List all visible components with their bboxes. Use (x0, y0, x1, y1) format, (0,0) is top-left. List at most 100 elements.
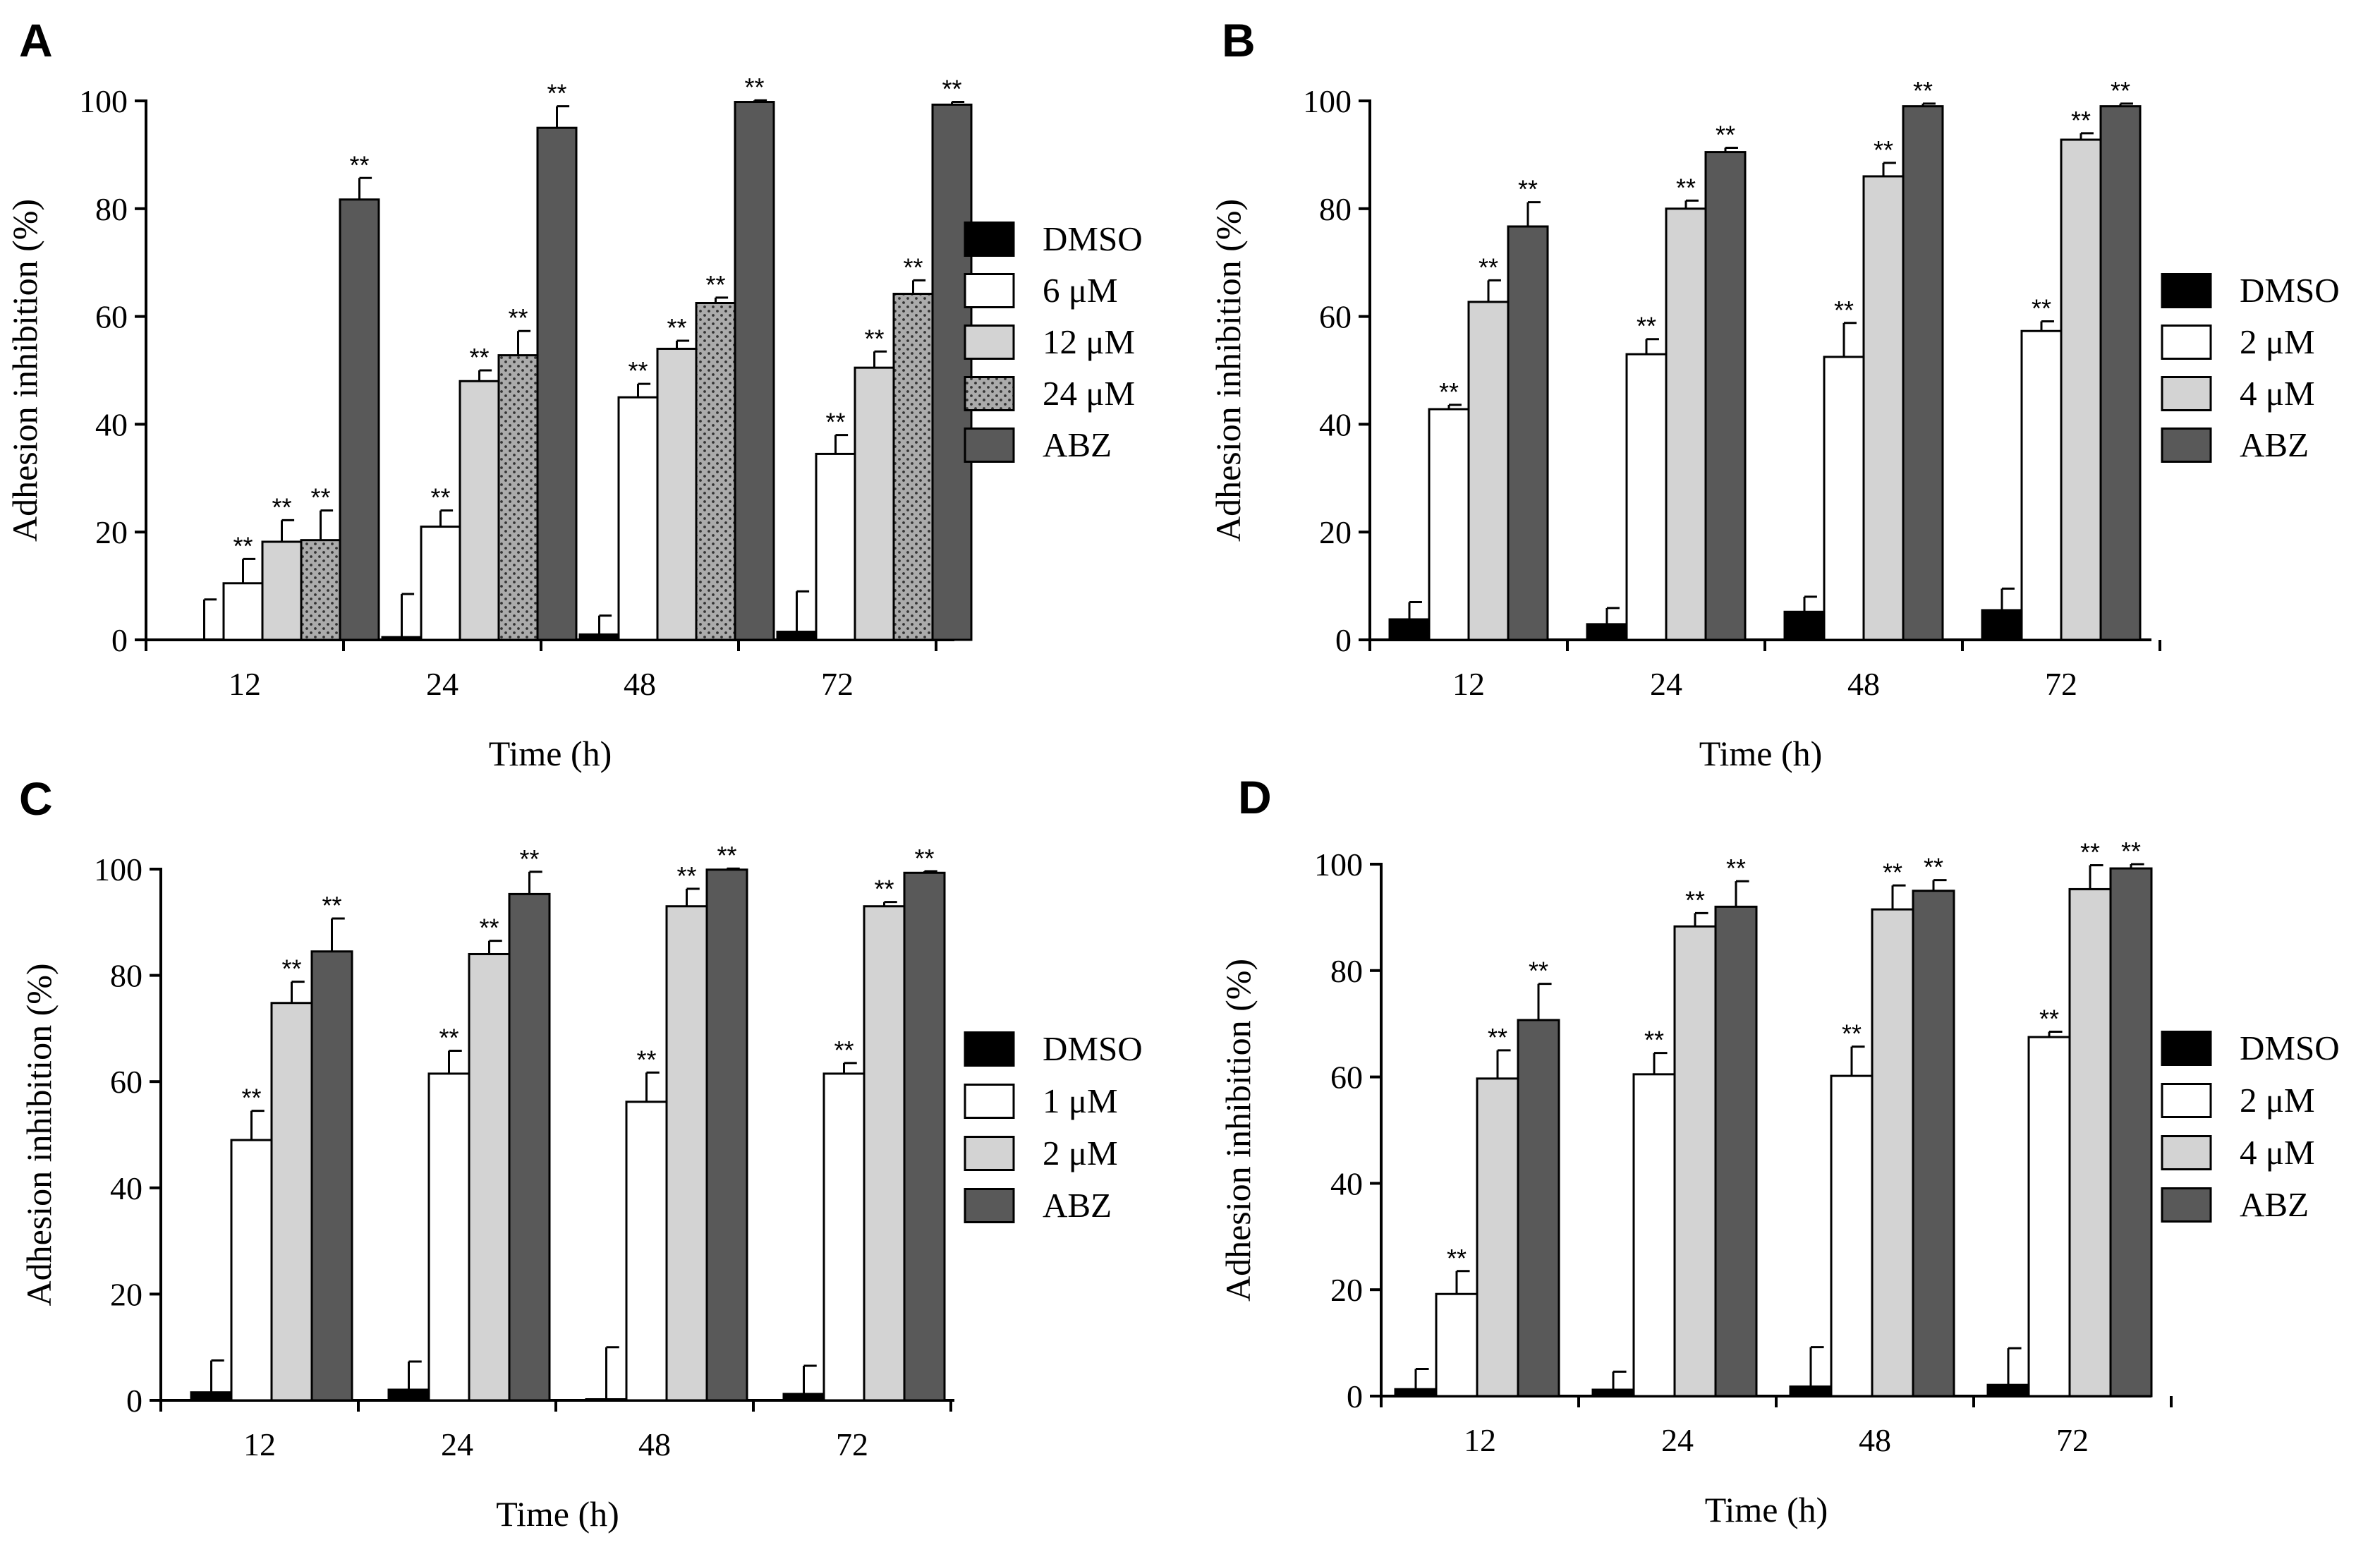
legend-swatch (2161, 325, 2212, 360)
legend-label: ABZ (2240, 425, 2309, 464)
y-tick-label: 40 (1319, 406, 1352, 442)
bar (2020, 329, 2063, 641)
legend-label: DMSO (2240, 271, 2340, 310)
bar (459, 380, 500, 641)
x-tick-label: 72 (821, 666, 854, 702)
significance-label: ** (717, 841, 736, 870)
bar (427, 1072, 470, 1402)
bar (931, 103, 973, 641)
x-axis-title: Time (h) (1699, 734, 1823, 773)
legend-label: DMSO (1043, 219, 1143, 258)
bar (1912, 890, 1955, 1398)
significance-label: ** (1637, 312, 1656, 341)
bar (261, 540, 303, 641)
y-tick-label: 60 (1330, 1060, 1363, 1096)
legend-swatch (964, 325, 1015, 360)
bar (665, 905, 708, 1402)
bar (903, 871, 946, 1402)
bar (1714, 905, 1758, 1398)
significance-label: ** (439, 1024, 459, 1053)
legend: DMSO 2 μM 4 μM ABZ (2161, 1029, 2340, 1224)
legend-label: 2 μM (2240, 322, 2315, 361)
legend-swatch (2161, 273, 2212, 308)
y-tick-label: 20 (110, 1276, 142, 1312)
significance-label: ** (1518, 175, 1538, 204)
significance-label: ** (1883, 858, 1902, 887)
x-tick-label: 24 (426, 666, 459, 702)
significance-label: ** (825, 408, 845, 437)
significance-label: ** (272, 492, 291, 521)
bar (381, 636, 423, 641)
significance-label: ** (676, 861, 696, 890)
significance-label: ** (1842, 1019, 1862, 1048)
bar (1517, 1019, 1560, 1398)
legend-swatch (964, 1188, 1015, 1223)
bar (1632, 1073, 1676, 1398)
bar (1388, 618, 1431, 641)
y-tick-label: 0 (1347, 1378, 1363, 1414)
legend-label: ABZ (2240, 1185, 2309, 1224)
significance-label: ** (2111, 76, 2130, 105)
bar (2027, 1036, 2071, 1398)
y-tick-label: 100 (1303, 83, 1352, 119)
legend-swatch (2161, 1031, 2212, 1066)
bar (536, 126, 578, 641)
bar (387, 1388, 430, 1402)
bar (1783, 610, 1826, 641)
significance-label: ** (547, 79, 566, 108)
significance-label: ** (1439, 377, 1459, 406)
y-tick-label: 20 (1330, 1272, 1363, 1308)
y-tick-label: 80 (1330, 953, 1363, 989)
bar (2060, 138, 2102, 641)
legend: DMSO 1 μM 2 μM ABZ (964, 1029, 1143, 1225)
y-axis-title: Adhesion inhibition (%) (1208, 199, 1248, 542)
significance-label: ** (281, 954, 301, 983)
significance-label: ** (2039, 1005, 2059, 1033)
significance-label: ** (479, 914, 499, 942)
bar (1789, 1385, 1833, 1398)
bar (2109, 867, 2153, 1398)
bar (2099, 105, 2142, 641)
legend-label: 24 μM (1043, 374, 1135, 413)
bar (863, 905, 906, 1402)
legend-label: 2 μM (2240, 1081, 2315, 1120)
y-axis-title: Adhesion inhibition (%) (1218, 959, 1258, 1302)
significance-label: ** (1716, 120, 1735, 149)
bar (420, 526, 461, 641)
legend-swatch (964, 428, 1015, 463)
significance-label: ** (914, 844, 934, 873)
chart-panel-b: B 0 20 40 60 80 100 12 24 48 72 Time (h) Adhesion in… (1208, 14, 2340, 773)
bar (734, 101, 775, 641)
bar (695, 302, 736, 641)
bar (854, 366, 895, 641)
y-axis-title: Adhesion inhibition (%) (19, 963, 59, 1306)
y-tick-label: 40 (95, 406, 128, 442)
bar (1476, 1077, 1519, 1398)
bar (497, 354, 539, 641)
x-tick-label: 24 (1650, 666, 1682, 702)
significance-label: ** (834, 1036, 854, 1065)
bar (617, 396, 659, 641)
bar (1467, 301, 1510, 641)
x-tick-label: 72 (2056, 1422, 2089, 1458)
x-tick-label: 24 (441, 1426, 473, 1462)
significance-label: ** (874, 875, 894, 904)
bar (508, 892, 551, 1402)
bar (2068, 887, 2112, 1398)
significance-label: ** (469, 343, 489, 372)
chart-panel-c: C 0 20 40 60 80 100 12 24 48 72 Time (h) Adhesion in… (19, 772, 1143, 1534)
x-tick-label: 48 (1859, 1422, 1891, 1458)
bar (782, 1393, 825, 1402)
y-axis-title: Adhesion inhibition (%) (5, 199, 44, 542)
bar (222, 582, 264, 641)
legend-label: ABZ (1043, 1186, 1112, 1225)
legend-label: 6 μM (1043, 271, 1118, 310)
y-tick-label: 60 (110, 1064, 142, 1100)
chart-root: A 0 20 40 60 80 100 12 24 48 72 Time (h) Adhesion in… (5, 14, 2340, 1534)
legend-swatch (964, 1031, 1015, 1067)
y-tick-label: 80 (95, 191, 128, 227)
bar (1871, 908, 1914, 1398)
legend-label: DMSO (2240, 1029, 2340, 1067)
bar (230, 1139, 273, 1402)
